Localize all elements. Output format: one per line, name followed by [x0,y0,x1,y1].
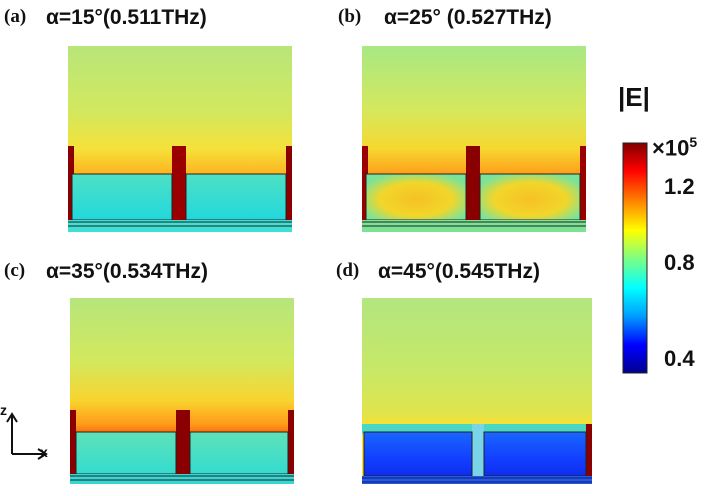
colorbar-gradient [622,142,648,374]
field-map-c [70,298,294,484]
panel-label: (b) [338,6,362,27]
colorbar-tick: 1.2 [664,174,695,199]
colorbar-multiplier: ×105 [652,134,698,161]
panel-label: (d) [336,260,360,281]
axis-x-label: x [40,444,48,460]
panel-title: α=35°(0.534THz) [46,260,208,283]
axis-arrows-icon [6,412,48,460]
field-map-b [362,46,586,232]
panel-title: α=15°(0.511THz) [46,6,207,29]
colorbar-title: |E| [618,82,650,112]
panel-label: (c) [4,260,26,281]
field-map-d [362,298,592,484]
panel-title: α=45°(0.545THz) [378,260,540,283]
colorbar-tick: 0.8 [664,250,695,275]
colorbar-tick: 0.4 [664,346,695,371]
panel-title: α=25° (0.527THz) [384,6,552,29]
axis-z-label: z [0,402,7,418]
panel-label: (a) [4,6,27,27]
field-map-a [68,46,292,232]
